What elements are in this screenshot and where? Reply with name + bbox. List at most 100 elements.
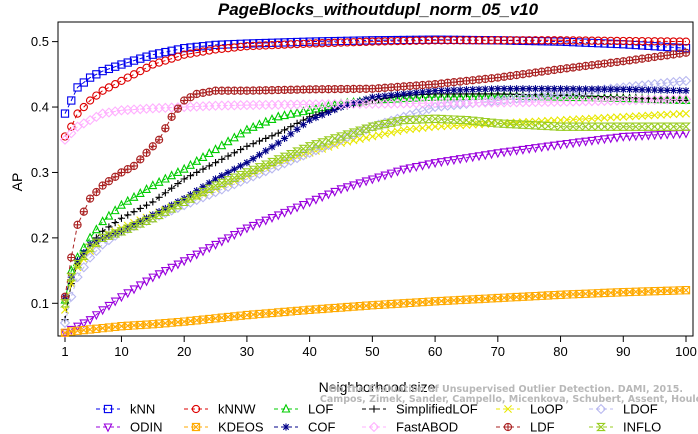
- data-point: [468, 36, 477, 45]
- data-point: [161, 189, 169, 197]
- data-point: [562, 91, 572, 101]
- data-point: [455, 115, 466, 125]
- data-point: [218, 155, 226, 163]
- data-point: [373, 121, 384, 130]
- data-point: [356, 97, 364, 105]
- data-point: [487, 150, 497, 160]
- data-point: [148, 180, 158, 190]
- data-point: [241, 168, 252, 177]
- data-point: [492, 119, 503, 128]
- data-point: [349, 181, 359, 191]
- series-inflo: [60, 114, 691, 308]
- data-point: [236, 227, 246, 237]
- data-point: [60, 299, 70, 308]
- data-point: [135, 187, 145, 197]
- data-point: [173, 260, 183, 270]
- data-point: [185, 194, 196, 203]
- legend-item-kdeos: KDEOS: [184, 420, 264, 434]
- data-point: [205, 46, 214, 55]
- data-point: [230, 149, 238, 157]
- data-point: [544, 85, 552, 93]
- data-point: [505, 119, 516, 129]
- data-point: [324, 38, 333, 48]
- data-point: [619, 93, 627, 101]
- data-point: [286, 40, 295, 49]
- data-point: [517, 120, 528, 129]
- data-point: [204, 244, 214, 254]
- data-point: [499, 148, 509, 158]
- data-point: [556, 140, 566, 150]
- data-point: [224, 168, 232, 177]
- legend-marker: [595, 403, 607, 415]
- data-point: [147, 214, 158, 223]
- data-point: [486, 118, 497, 127]
- data-point: [199, 165, 207, 173]
- legend-marker: [370, 405, 378, 413]
- data-point: [280, 40, 289, 49]
- data-point: [280, 126, 289, 134]
- data-point: [469, 85, 477, 94]
- data-point: [518, 36, 528, 45]
- y-tick-label: 0.4: [31, 100, 49, 115]
- data-point: [79, 78, 88, 87]
- data-point: [399, 93, 409, 103]
- data-point: [568, 122, 579, 131]
- data-point: [649, 122, 660, 131]
- legend-marker: [103, 404, 113, 414]
- data-point: [223, 234, 233, 244]
- data-point: [618, 132, 628, 142]
- data-point: [142, 148, 151, 157]
- data-point: [644, 37, 653, 46]
- data-point: [619, 36, 628, 46]
- data-point: [217, 140, 227, 150]
- data-point: [424, 92, 434, 102]
- data-point: [405, 36, 415, 45]
- data-point: [336, 132, 346, 141]
- data-point: [78, 251, 89, 261]
- data-point: [613, 113, 621, 122]
- data-point: [474, 152, 484, 162]
- data-point: [607, 85, 615, 93]
- data-point: [91, 224, 101, 234]
- data-point: [379, 119, 390, 129]
- data-point: [474, 117, 484, 126]
- data-point: [631, 132, 641, 142]
- data-point: [211, 175, 220, 183]
- data-point: [60, 109, 70, 118]
- data-point: [306, 116, 314, 124]
- data-point: [73, 83, 82, 92]
- data-point: [91, 111, 102, 123]
- data-point: [198, 47, 208, 56]
- data-point: [97, 239, 108, 250]
- data-point: [487, 90, 497, 100]
- data-point: [91, 311, 101, 321]
- data-point: [292, 39, 302, 49]
- data-point: [450, 86, 458, 94]
- legend-label: LOF: [308, 402, 333, 417]
- data-point: [417, 115, 428, 124]
- data-point: [537, 143, 547, 153]
- data-point: [399, 36, 408, 46]
- data-point: [136, 204, 144, 213]
- data-point: [192, 250, 202, 260]
- data-point: [430, 159, 440, 169]
- data-point: [555, 122, 566, 131]
- data-point: [98, 66, 107, 76]
- data-point: [575, 115, 584, 124]
- data-point: [273, 111, 283, 121]
- data-point: [669, 86, 678, 95]
- data-point: [186, 49, 195, 58]
- data-point: [656, 110, 665, 119]
- data-point: [67, 122, 76, 131]
- data-point: [613, 93, 621, 101]
- data-point: [387, 37, 396, 46]
- data-point: [141, 216, 152, 226]
- data-point: [581, 137, 591, 147]
- data-point: [511, 120, 522, 129]
- data-point: [655, 122, 666, 131]
- data-point: [59, 317, 71, 329]
- data-point: [449, 156, 459, 166]
- data-point: [180, 175, 188, 183]
- data-point: [669, 110, 678, 119]
- data-point: [229, 231, 239, 241]
